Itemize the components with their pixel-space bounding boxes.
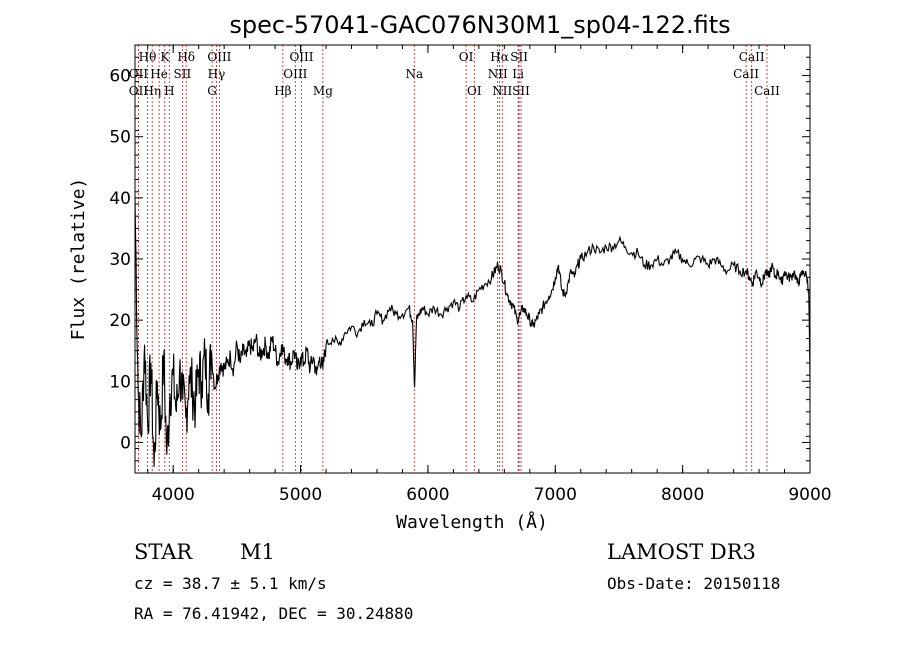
line-label-17: OI: [459, 50, 474, 64]
y-axis-ticks: 0 10 20 30 40 50 60: [109, 44, 810, 474]
line-label-25: CaII: [739, 50, 765, 64]
spectrum-line: [134, 197, 811, 467]
x-tick-label-4000: 4000: [152, 485, 195, 505]
line-label-18: OI: [467, 84, 482, 98]
line-label-8: Hδ: [177, 50, 195, 64]
line-label-7: SII: [174, 67, 192, 81]
line-label-11: G: [207, 84, 217, 98]
plot-frame: [134, 44, 811, 474]
line-label-22: SII: [510, 50, 528, 64]
line-label-4: He: [150, 67, 168, 81]
x-tick-label-5000: 5000: [279, 485, 322, 505]
line-label-9: OIII: [207, 50, 231, 64]
x-tick-label-8000: 8000: [661, 485, 704, 505]
line-label-5: K: [160, 50, 170, 64]
y-tick-label-50: 50: [109, 128, 131, 148]
line-label-21: NII: [492, 84, 512, 98]
x-tick-label-6000: 6000: [406, 485, 449, 505]
line-label-27: CaII: [754, 84, 780, 98]
object-subclass: M1: [240, 540, 275, 564]
object-class: STAR: [134, 540, 193, 564]
y-tick-label-30: 30: [109, 250, 131, 270]
x-axis-ticks: 4000 5000 6000 7000 8000 9000: [147, 45, 832, 505]
x-axis-label: Wavelength (Å): [396, 511, 548, 533]
redshift-velocity: cz = 38.7 ± 5.1 km/s: [134, 574, 327, 593]
line-label-19: Hα: [490, 50, 509, 64]
line-label-2: OII: [129, 84, 149, 98]
line-label-0: Hθ: [139, 50, 157, 64]
line-label-15: Mg: [313, 84, 333, 98]
spectral-line-markers: [137, 45, 768, 473]
line-label-24: SII: [512, 84, 530, 98]
line-label-23: Li: [512, 67, 524, 81]
line-label-26: CaII: [733, 67, 759, 81]
y-tick-label-20: 20: [109, 311, 131, 331]
line-label-10: Hγ: [208, 67, 226, 81]
line-label-13: OIII: [289, 50, 313, 64]
y-tick-label-40: 40: [109, 189, 131, 209]
line-label-16: Na: [405, 67, 423, 81]
line-label-3: Hη: [143, 84, 161, 98]
y-tick-label-10: 10: [109, 372, 131, 392]
y-tick-label-60: 60: [109, 67, 131, 87]
x-tick-label-9000: 9000: [788, 485, 831, 505]
coordinates: RA = 76.41942, DEC = 30.24880: [134, 604, 414, 623]
line-label-1: OII: [129, 67, 149, 81]
survey-name: LAMOST DR3: [607, 540, 756, 564]
line-label-6: H: [164, 84, 174, 98]
x-tick-label-7000: 7000: [534, 485, 577, 505]
chart-title: spec-57041-GAC076N30M1_sp04-122.fits: [229, 11, 730, 39]
y-tick-label-0: 0: [120, 433, 131, 453]
y-axis-label: Flux (relative): [68, 178, 89, 341]
line-label-12: Hβ: [274, 84, 291, 98]
line-label-14: OIII: [283, 67, 307, 81]
observation-date: Obs-Date: 20150118: [607, 574, 781, 593]
line-label-20: NII: [488, 67, 508, 81]
